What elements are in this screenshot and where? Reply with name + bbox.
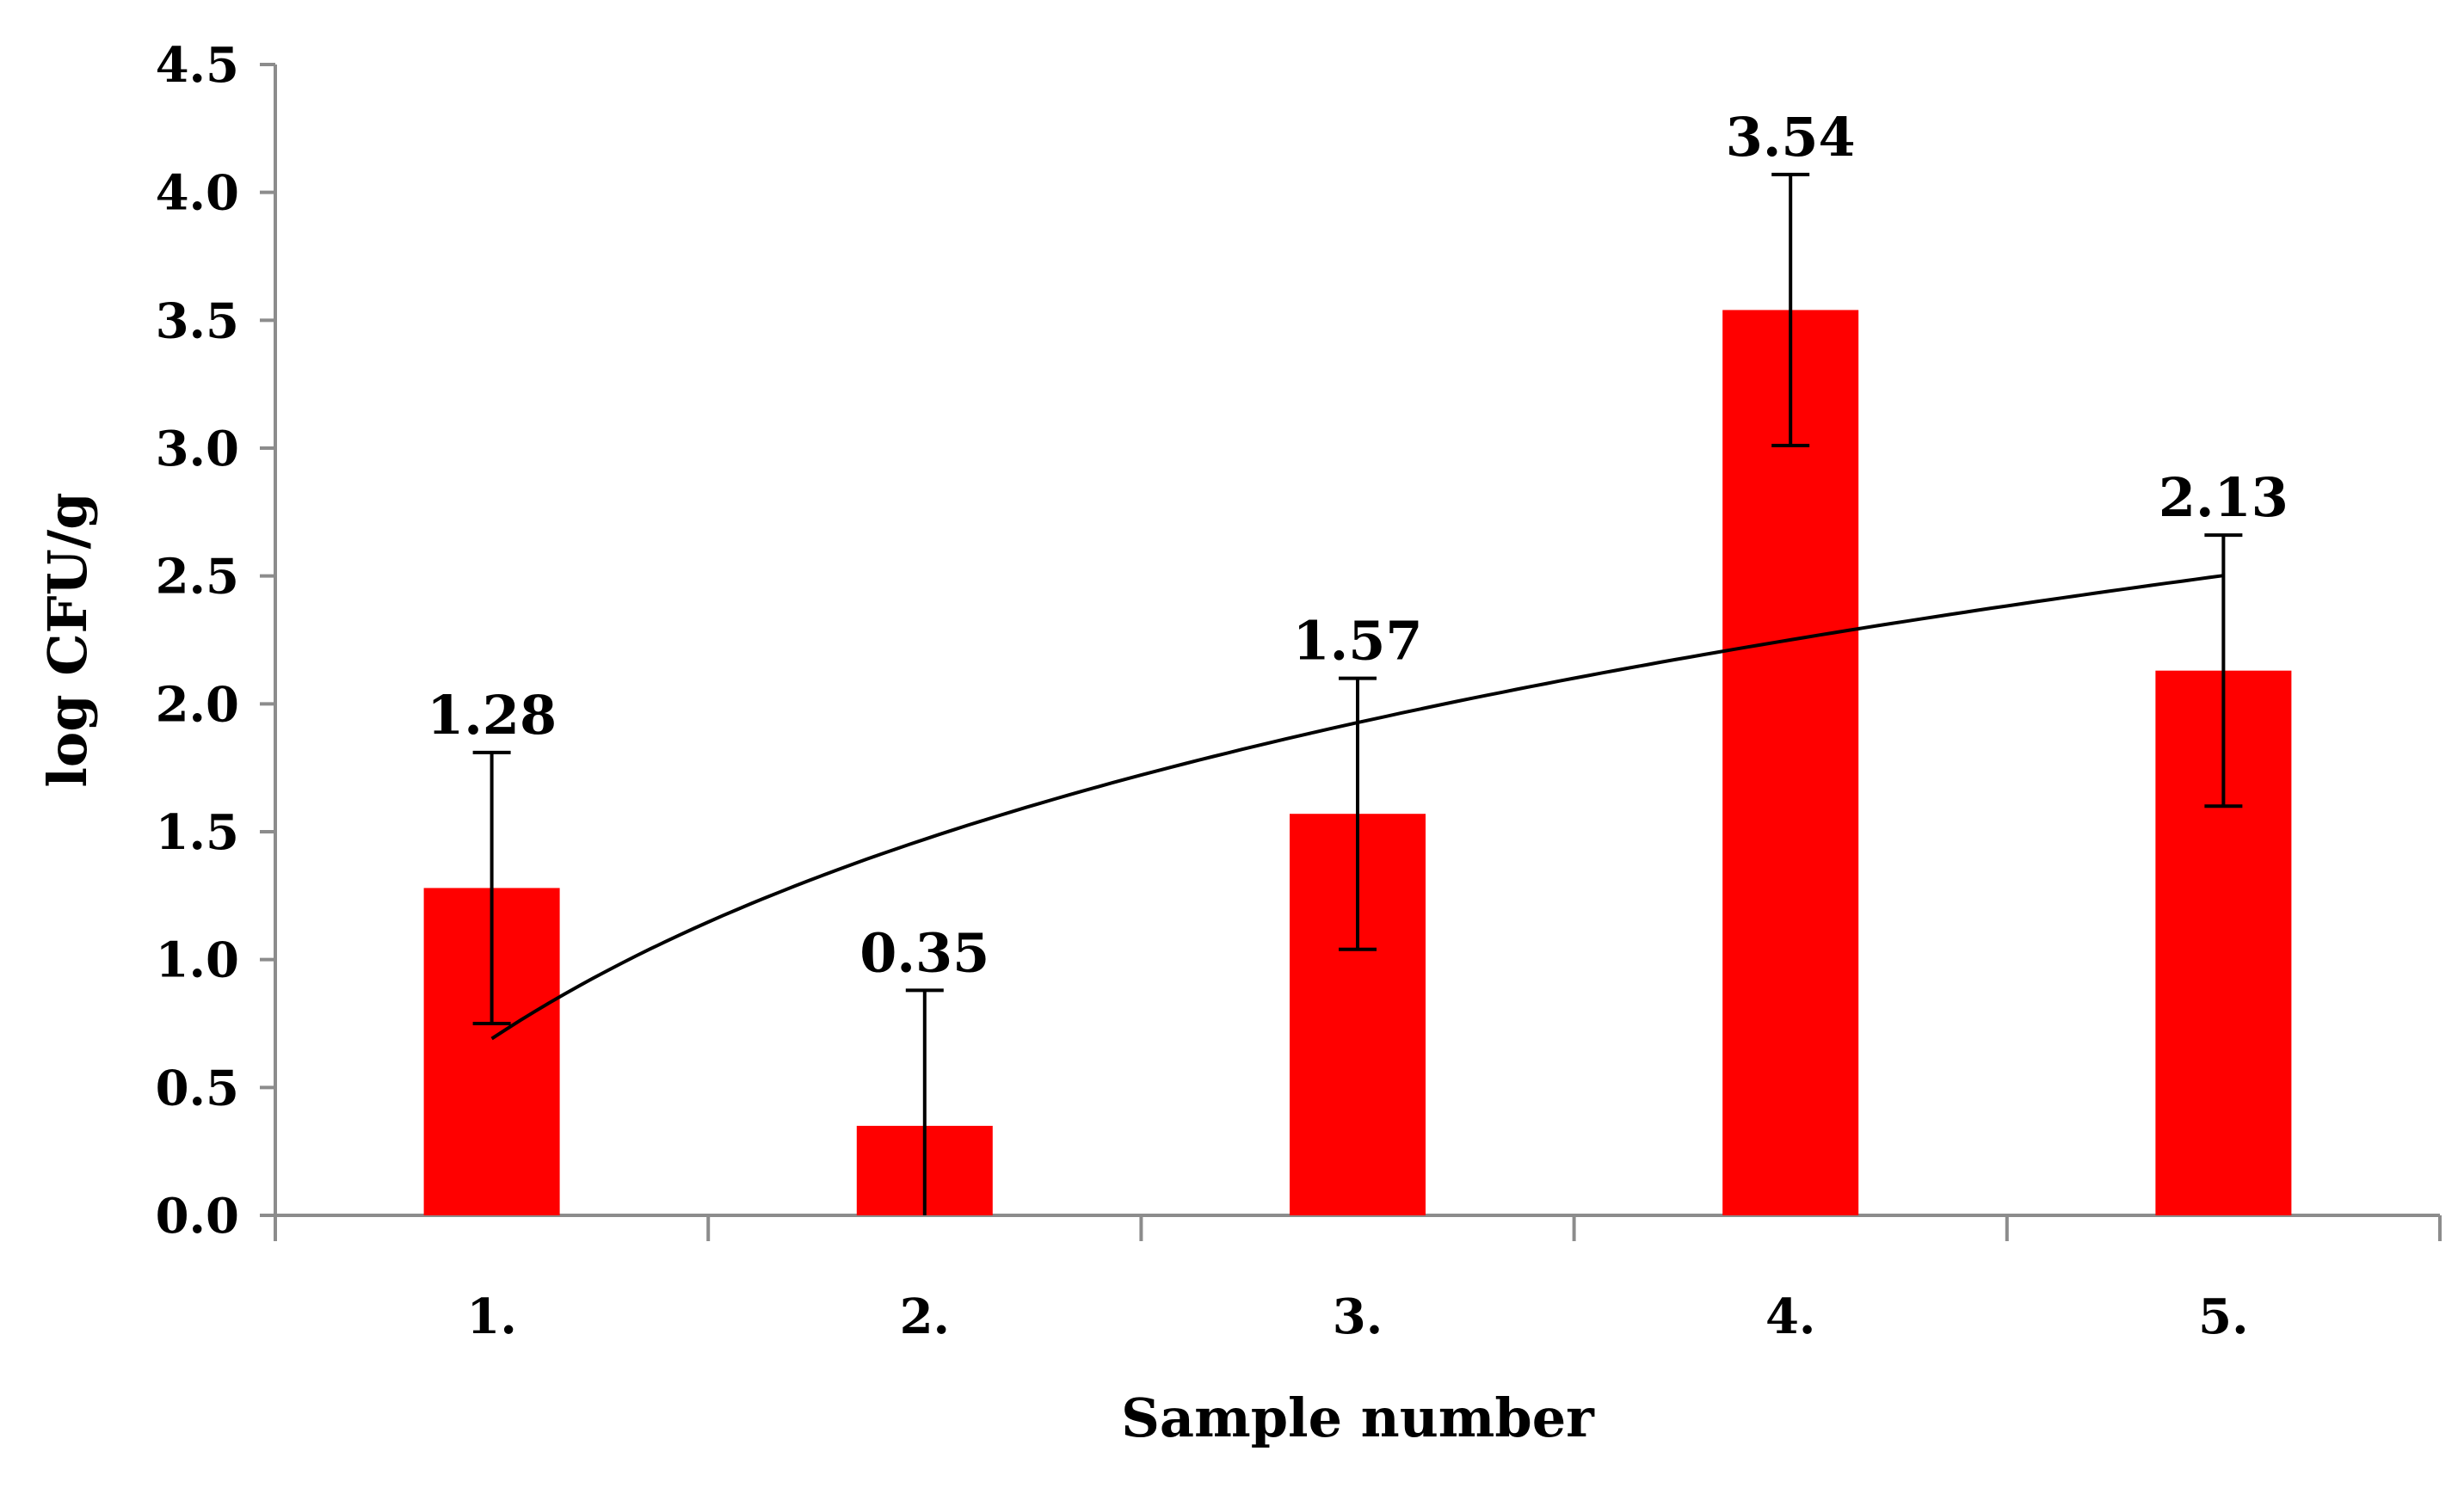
error-bars xyxy=(472,172,2243,1215)
x-tick-label: 5. xyxy=(2198,1288,2248,1345)
error-bar xyxy=(1771,172,1810,448)
x-ticks: 1. 2. 3. 4. 5. xyxy=(274,1215,2442,1345)
error-bar xyxy=(472,750,511,1025)
bar xyxy=(1722,310,1859,1216)
data-label: 1.57 xyxy=(1292,610,1422,673)
data-label: 0.35 xyxy=(859,921,989,984)
x-tick-label: 4. xyxy=(1765,1288,1815,1345)
y-tick-label: 3.0 xyxy=(156,421,239,477)
y-tick-label: 1.5 xyxy=(156,804,239,861)
y-axis: 0.0 0.5 1.0 1.5 2.0 2.5 3.0 3.5 4.0 4.5 xyxy=(156,37,277,1245)
x-axis-title: Sample number xyxy=(1121,1387,1595,1449)
y-tick-label: 3.5 xyxy=(156,292,239,349)
y-tick-label: 1.0 xyxy=(156,932,239,989)
x-tick-label: 2. xyxy=(900,1288,950,1345)
data-labels: 1.28 0.35 1.57 3.54 2.13 xyxy=(427,106,2288,984)
trend-line xyxy=(490,574,2224,1041)
y-tick-label: 4.0 xyxy=(156,165,239,222)
x-tick-label: 1. xyxy=(466,1288,516,1345)
y-tick-label: 4.5 xyxy=(156,37,239,94)
data-label: 3.54 xyxy=(1726,106,1856,169)
y-ticks: 0.0 0.5 1.0 1.5 2.0 2.5 3.0 3.5 4.0 4.5 xyxy=(156,37,275,1245)
y-tick-label: 0.0 xyxy=(156,1188,239,1245)
y-tick-label: 2.0 xyxy=(156,676,239,733)
y-tick-label: 2.5 xyxy=(156,549,239,606)
y-axis-title: log CFU/g xyxy=(36,492,99,787)
y-tick-label: 0.5 xyxy=(156,1060,239,1116)
x-axis: 1. 2. 3. 4. 5. xyxy=(274,1214,2442,1345)
error-bar xyxy=(905,988,944,1215)
data-label: 1.28 xyxy=(427,684,557,747)
error-bar xyxy=(2204,533,2243,809)
x-tick-label: 3. xyxy=(1333,1288,1383,1345)
data-label: 2.13 xyxy=(2159,466,2288,529)
